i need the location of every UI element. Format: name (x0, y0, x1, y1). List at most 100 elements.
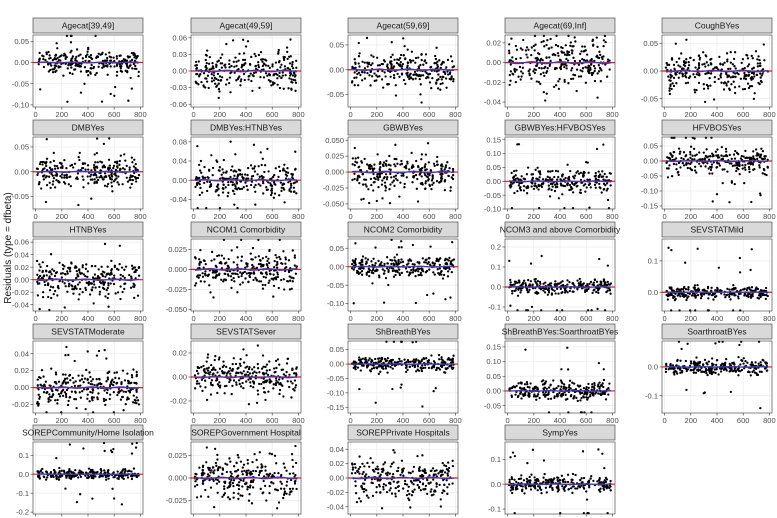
data-point (137, 70, 140, 74)
data-point (414, 77, 417, 80)
data-point (561, 280, 564, 283)
x-tick-label: 0 (34, 212, 38, 221)
data-point (94, 161, 97, 164)
data-point (219, 177, 222, 180)
data-point (49, 62, 52, 65)
data-point (744, 163, 747, 167)
data-point (531, 173, 535, 176)
data-point (532, 187, 536, 191)
data-point (38, 58, 41, 62)
data-point (693, 284, 697, 287)
data-point (435, 70, 439, 73)
data-point (229, 372, 232, 375)
data-point (209, 185, 213, 188)
data-point (289, 190, 293, 193)
data-point (64, 393, 68, 397)
data-point (123, 268, 126, 271)
data-point (264, 283, 267, 287)
data-point (547, 184, 550, 187)
data-point (54, 380, 57, 384)
data-point (563, 291, 567, 294)
data-point (702, 87, 706, 90)
data-point (372, 55, 375, 58)
data-point (118, 244, 121, 247)
data-point (729, 76, 732, 79)
data-point (294, 181, 297, 184)
data-point (243, 173, 247, 176)
data-point (752, 97, 756, 101)
data-point (98, 378, 101, 381)
data-point (117, 183, 121, 186)
data-point (212, 366, 215, 369)
data-point (409, 72, 412, 75)
data-point (410, 151, 413, 155)
data-point (256, 389, 259, 392)
data-point (124, 402, 127, 406)
data-point (201, 191, 204, 194)
data-point (372, 257, 375, 260)
data-point (358, 175, 361, 179)
data-point (199, 385, 202, 388)
data-point (237, 186, 240, 190)
data-point (759, 295, 762, 299)
data-point (282, 58, 286, 62)
data-point (276, 273, 279, 276)
data-point (68, 175, 71, 179)
data-point (265, 369, 269, 372)
data-point (35, 259, 39, 263)
data-point (581, 174, 585, 177)
data-point (374, 246, 377, 249)
data-point (377, 176, 380, 179)
data-point (393, 76, 396, 79)
data-point (520, 175, 523, 178)
data-point (278, 388, 282, 392)
data-point (249, 385, 252, 388)
data-point (218, 381, 221, 384)
data-point (394, 143, 397, 146)
data-point (245, 262, 248, 265)
data-point (291, 249, 294, 252)
data-point (75, 177, 78, 180)
data-point (746, 156, 749, 159)
data-point (522, 189, 526, 192)
data-point (371, 282, 374, 285)
data-point (104, 403, 107, 406)
data-point (744, 168, 747, 171)
data-point (57, 180, 60, 183)
data-point (576, 279, 579, 282)
x-tick-label: 0 (663, 212, 667, 221)
data-point (202, 266, 205, 269)
data-point (759, 79, 763, 83)
facet-panel: Agecat[39,49]-0.10-0.050.000.050 200 400 60… (12, 17, 147, 119)
data-point (199, 248, 202, 252)
data-point (295, 265, 298, 268)
data-point (440, 179, 443, 182)
x-tick-label: 600 (266, 314, 279, 323)
data-point (130, 58, 134, 62)
data-point (387, 283, 390, 287)
data-point (222, 238, 226, 242)
data-point (748, 286, 751, 289)
data-point (591, 39, 594, 43)
data-point (597, 70, 601, 73)
data-point (114, 160, 117, 164)
data-point (256, 393, 260, 396)
data-point (288, 385, 291, 389)
data-point (439, 88, 442, 91)
data-point (200, 80, 203, 84)
data-point (446, 70, 449, 73)
data-point (289, 182, 293, 185)
data-point (554, 292, 557, 295)
data-point (765, 173, 768, 177)
data-point (359, 267, 362, 271)
data-point (250, 55, 253, 59)
data-point (589, 68, 592, 71)
smooth-line (665, 291, 769, 294)
data-point (101, 280, 104, 283)
data-point (561, 193, 564, 196)
data-point (245, 354, 248, 357)
data-point (687, 61, 690, 64)
x-tick-label: 800 (134, 110, 147, 119)
data-point (116, 393, 119, 397)
smooth-line (194, 69, 298, 73)
